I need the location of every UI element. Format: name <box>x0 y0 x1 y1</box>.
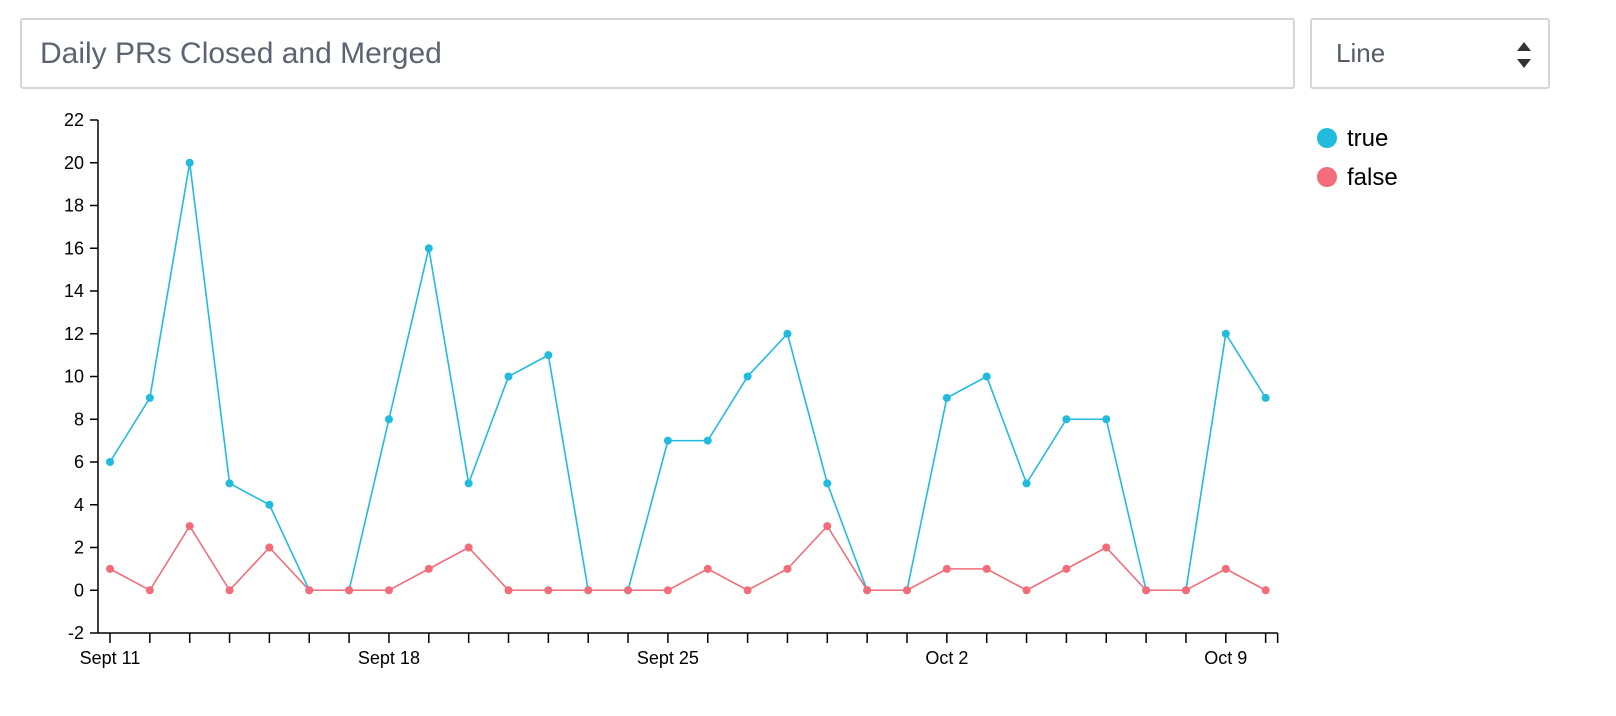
y-tick-label: 22 <box>64 110 84 130</box>
x-tick-label: Sept 11 <box>80 648 141 668</box>
data-point <box>265 543 274 552</box>
data-point <box>305 586 314 595</box>
data-point <box>703 564 712 573</box>
legend: true false <box>1317 125 1398 191</box>
data-point <box>903 586 911 595</box>
data-point <box>584 586 593 595</box>
data-point <box>384 415 393 424</box>
data-point <box>424 244 433 253</box>
series-line <box>109 162 1267 592</box>
chart-type-value: Line <box>1336 38 1386 68</box>
data-point <box>504 586 513 595</box>
series-layer <box>106 158 1270 595</box>
data-point <box>1062 415 1071 424</box>
y-tick-label: 10 <box>64 367 84 387</box>
select-arrows-icon <box>1517 42 1531 68</box>
series-line <box>109 524 1267 592</box>
data-point <box>504 372 513 381</box>
data-point <box>185 158 194 167</box>
data-point <box>823 522 832 531</box>
data-point <box>823 479 832 488</box>
legend-label: false <box>1347 164 1398 191</box>
y-tick-label: 16 <box>64 238 84 258</box>
data-point <box>106 458 114 466</box>
x-tick-label: Oct 2 <box>925 648 968 668</box>
legend-marker <box>1317 167 1337 187</box>
data-point <box>424 564 433 573</box>
data-point <box>145 586 154 595</box>
data-point <box>1221 329 1230 338</box>
data-point <box>384 586 393 595</box>
data-point <box>783 329 792 338</box>
data-point <box>1022 479 1031 488</box>
data-point <box>743 372 752 381</box>
data-point <box>663 436 672 445</box>
y-tick-label: 14 <box>64 281 84 301</box>
y-axis: -2 0 2 4 6 8 10 12 14 16 18 20 22 <box>64 110 99 643</box>
data-point <box>743 586 752 595</box>
x-tick-label: Sept 25 <box>637 648 699 668</box>
data-point <box>225 586 234 595</box>
y-tick-label: 4 <box>74 495 84 515</box>
legend-label: true <box>1347 125 1388 152</box>
data-point <box>1221 564 1230 573</box>
y-tick-label: -2 <box>68 623 84 643</box>
y-tick-label: 0 <box>74 580 84 600</box>
data-point <box>464 543 473 552</box>
y-tick-label: 12 <box>64 324 84 344</box>
data-point <box>1062 564 1071 573</box>
data-point <box>1261 586 1270 595</box>
y-tick-label: 2 <box>74 538 84 558</box>
data-point <box>703 436 712 445</box>
legend-marker <box>1317 128 1337 148</box>
data-point <box>942 564 951 573</box>
series-false <box>106 522 1270 595</box>
data-point <box>106 564 114 573</box>
y-tick-label: 20 <box>64 153 84 173</box>
data-point <box>1142 586 1151 595</box>
data-point <box>345 586 354 595</box>
data-point <box>1102 543 1111 552</box>
data-point <box>1261 393 1270 402</box>
series-true <box>106 158 1270 595</box>
data-point <box>783 564 792 573</box>
data-point <box>942 393 951 402</box>
x-tick-label: Oct 9 <box>1204 648 1247 668</box>
chart-title-input[interactable] <box>20 18 1295 89</box>
data-point <box>663 586 672 595</box>
data-point <box>624 586 633 595</box>
data-point <box>544 586 553 595</box>
data-point <box>544 351 553 360</box>
data-point <box>145 393 154 402</box>
data-point <box>464 479 473 488</box>
y-tick-label: 6 <box>74 452 84 472</box>
data-point <box>863 586 872 595</box>
data-point <box>1181 586 1190 595</box>
x-tick-label: Sept 18 <box>358 648 420 668</box>
data-point <box>1102 415 1111 424</box>
data-point <box>1022 586 1031 595</box>
chart-type-select[interactable]: Line <box>1310 18 1550 89</box>
y-tick-label: 8 <box>74 409 84 429</box>
y-tick-label: 18 <box>64 196 84 216</box>
data-point <box>225 479 234 488</box>
x-axis: Sept 11 Sept 18 Sept 25 Oct 2 Oct 9 <box>80 632 1279 668</box>
data-point <box>982 564 991 573</box>
data-point <box>265 500 274 509</box>
data-point <box>185 522 194 531</box>
data-point <box>982 372 991 381</box>
